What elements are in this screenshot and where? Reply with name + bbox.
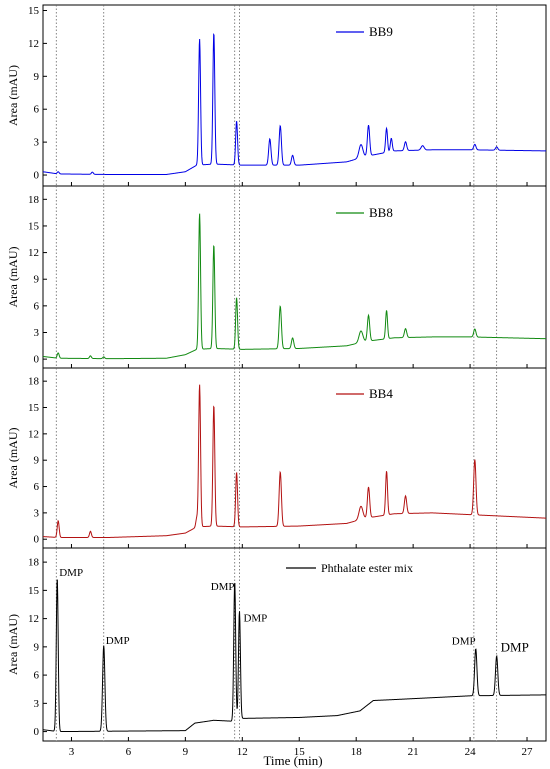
x-tick-label: 18 <box>351 746 363 758</box>
panel-frame <box>42 185 547 369</box>
y-axis-label: Area (mAU) <box>6 247 20 308</box>
peak-annotation: DMP <box>452 636 476 648</box>
x-tick-label: 21 <box>408 746 419 758</box>
peak-annotation: DMP <box>106 635 130 647</box>
y-tick-label: 18 <box>28 376 40 388</box>
panel-2: 0 3 6 9 12 15 18 Area (mAU) BB8 <box>6 185 547 369</box>
y-tick-label: 9 <box>34 71 40 83</box>
x-tick-label: 9 <box>183 746 189 758</box>
y-tick-label: 0 <box>34 726 40 738</box>
legend-label: BB8 <box>369 205 393 220</box>
y-tick-label: 3 <box>34 327 40 339</box>
x-axis-label: Time (min) <box>263 753 322 768</box>
panel-4: 0 3 6 9 12 15 18 Area (mAU) Phthalate ester mix D… <box>6 547 547 742</box>
y-tick-label: 15 <box>28 220 40 232</box>
y-tick-label: 15 <box>28 585 40 597</box>
y-axis-label: Area (mAU) <box>6 428 20 489</box>
x-axis: 3 6 9 12 15 18 21 24 27 <box>69 746 533 758</box>
series-line <box>42 384 547 538</box>
panel-frame <box>42 547 547 742</box>
y-tick-label: 9 <box>34 455 40 467</box>
legend-label: Phthalate ester mix <box>321 561 413 575</box>
series-line <box>42 32 547 175</box>
peak-annotation: DMP <box>243 612 267 624</box>
y-tick-label: 3 <box>34 507 40 519</box>
x-tick-label: 24 <box>465 746 477 758</box>
y-tick-label: 12 <box>28 38 39 50</box>
y-tick-label: 15 <box>28 402 40 414</box>
peak-annotation: DMP <box>501 639 529 654</box>
series-line <box>42 579 546 733</box>
y-tick-label: 18 <box>28 194 40 206</box>
x-tick-label: 15 <box>294 746 306 758</box>
y-tick-label: 6 <box>34 104 40 116</box>
y-tick-label: 9 <box>34 274 40 286</box>
y-tick-label: 6 <box>34 670 40 682</box>
y-tick-label: 12 <box>28 428 39 440</box>
y-tick-label: 0 <box>34 354 40 366</box>
y-tick-label: 9 <box>34 641 40 653</box>
y-tick-label: 0 <box>34 170 40 182</box>
y-axis-label: Area (mAU) <box>6 614 20 675</box>
panel-1: 0 3 6 9 12 15 Area (mAU) BB9 <box>6 4 547 187</box>
x-tick-label: 3 <box>69 746 75 758</box>
y-tick-label: 6 <box>34 300 40 312</box>
y-tick-label: 3 <box>34 698 40 710</box>
legend-label: BB9 <box>369 24 393 39</box>
y-axis-label: Area (mAU) <box>6 65 20 126</box>
panel-3: 0 3 6 9 12 15 18 Area (mAU) BB4 <box>6 367 547 549</box>
series-line <box>42 213 547 360</box>
y-tick-label: 15 <box>28 5 40 17</box>
y-tick-label: 0 <box>34 534 40 546</box>
panel-frame <box>42 367 547 549</box>
chart-panels: 0 3 6 9 12 15 Area (mAU) BB9 0 3 6 9 12 15 18 Area (mAU… <box>6 4 547 742</box>
peak-annotation: DMP <box>211 581 235 593</box>
y-tick-label: 6 <box>34 481 40 493</box>
panel-frame <box>42 4 547 187</box>
x-tick-label: 6 <box>126 746 132 758</box>
legend-label: BB4 <box>369 386 393 401</box>
x-tick-label: 27 <box>522 746 534 758</box>
y-tick-label: 12 <box>28 613 39 625</box>
y-tick-label: 12 <box>28 247 39 259</box>
peak-annotation: DMP <box>59 567 83 579</box>
y-tick-label: 18 <box>28 557 40 569</box>
y-tick-label: 3 <box>34 137 40 149</box>
x-tick-label: 12 <box>237 746 248 758</box>
